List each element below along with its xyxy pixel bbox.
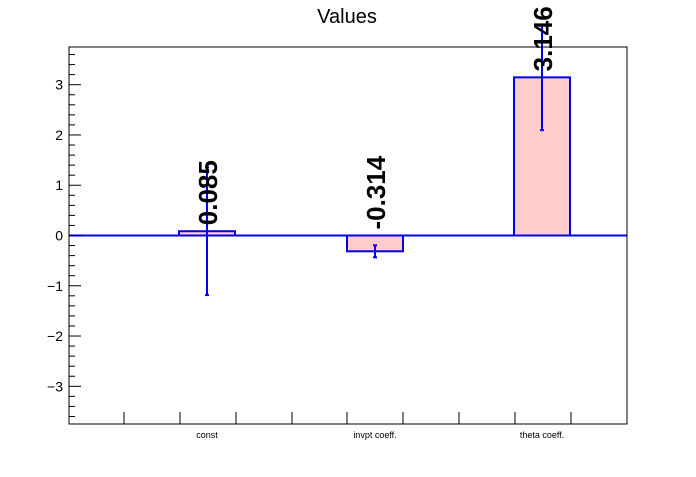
y-tick-label: 2 (55, 127, 63, 143)
y-tick-labels: −3 −2 −1 0 1 2 3 (47, 77, 63, 395)
data-labels: 0.085 -0.314 3.146 (193, 6, 558, 229)
x-tick-label-0: const (196, 430, 218, 440)
y-tick-label: −1 (47, 278, 63, 294)
axis-layer (68, 46, 628, 425)
x-tick-label-1: invpt coeff. (353, 430, 396, 440)
data-label-2: 3.146 (528, 6, 558, 71)
chart-title: Values (317, 6, 377, 28)
y-tick-label: −3 (47, 378, 63, 394)
y-tick-label: 0 (55, 228, 63, 244)
y-tick-label: 1 (55, 177, 63, 193)
x-tick-labels: const invpt coeff. theta coeff. (196, 430, 564, 440)
x-tick-label-2: theta coeff. (520, 430, 564, 440)
y-tick-label: 3 (55, 77, 63, 93)
y-tick-label: −2 (47, 328, 63, 344)
data-label-1: -0.314 (361, 155, 391, 229)
data-label-0: 0.085 (193, 160, 223, 225)
error-bars-layer (205, 23, 544, 297)
